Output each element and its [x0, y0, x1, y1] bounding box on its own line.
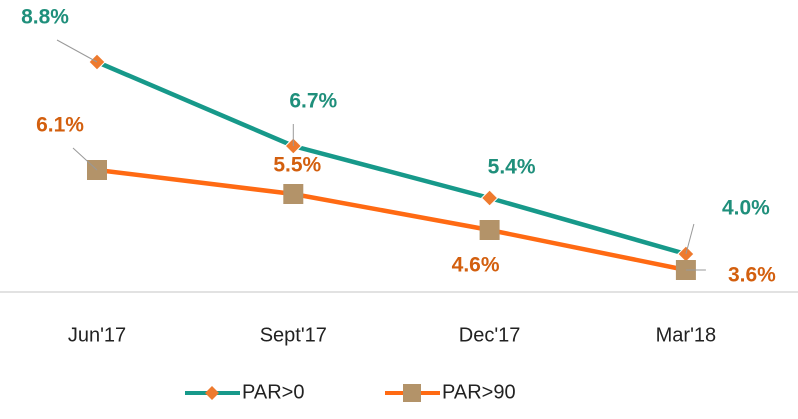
x-tick-label: Sept'17 — [260, 324, 327, 346]
x-tick-label: Mar'18 — [656, 324, 717, 346]
value-label: 6.1% — [36, 114, 84, 137]
value-label: 6.7% — [289, 90, 337, 113]
value-label: 5.5% — [273, 154, 321, 177]
value-label: 4.0% — [722, 197, 770, 220]
legend-label: PAR>0 — [242, 381, 304, 403]
x-tick-label: Dec'17 — [459, 324, 521, 346]
marker — [283, 184, 304, 204]
value-label: 8.8% — [21, 6, 69, 29]
value-label: 5.4% — [488, 156, 536, 179]
marker — [479, 220, 500, 240]
leader-line — [685, 223, 695, 255]
legend-marker — [205, 386, 219, 400]
value-label: 4.6% — [452, 254, 500, 277]
series-line — [96, 59, 687, 257]
marker — [480, 189, 499, 207]
leader-line — [72, 147, 98, 171]
x-tick-label: Jun'17 — [68, 324, 126, 346]
legend-label: PAR>90 — [442, 381, 516, 403]
legend-marker — [403, 384, 421, 402]
value-label: 3.6% — [728, 264, 776, 287]
leader-line — [56, 39, 98, 63]
series-line — [96, 167, 687, 273]
